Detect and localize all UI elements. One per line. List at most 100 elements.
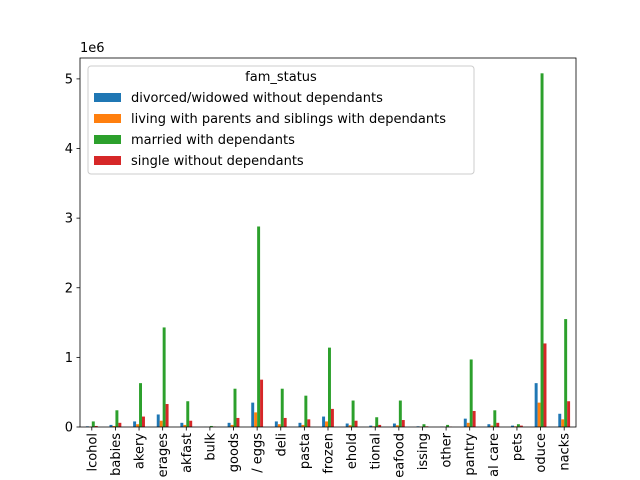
- bar-2-0: [91, 421, 95, 427]
- legend-label-0: divorced/widowed without dependants: [131, 91, 383, 106]
- bar-2-4: [186, 401, 190, 427]
- x-tick-label-5: bulk: [203, 433, 218, 461]
- bar-0-12: [369, 425, 373, 427]
- y-tick-label-3: 3: [65, 212, 73, 227]
- bar-1-8: [277, 424, 281, 427]
- bar-0-3: [156, 414, 160, 427]
- bar-0-9: [298, 422, 302, 427]
- bar-3-10: [330, 408, 334, 427]
- y-axis-ticks: 0 1 2 3 4 5: [65, 72, 80, 436]
- y-tick-label-1: 1: [65, 351, 73, 366]
- legend-label-2: married with dependants: [131, 133, 295, 148]
- bar-0-2: [133, 421, 137, 427]
- bar-2-7: [257, 226, 261, 427]
- bar-0-4: [180, 422, 184, 427]
- bar-3-2: [142, 416, 145, 427]
- x-tick-label-8: deli: [274, 433, 289, 456]
- bar-1-9: [301, 424, 305, 427]
- bar-0-1: [109, 424, 113, 427]
- x-tick-label-14: issing: [416, 433, 431, 470]
- bar-0-13: [392, 423, 396, 427]
- bar-2-19: [540, 73, 544, 427]
- bar-3-13: [401, 420, 405, 427]
- bar-3-16: [472, 410, 476, 427]
- bar-3-9: [307, 419, 311, 427]
- bar-1-20: [561, 419, 565, 427]
- bar-0-19: [534, 383, 538, 427]
- bar-2-10: [328, 347, 331, 427]
- y-scale-label: 1e6: [80, 41, 105, 56]
- bar-2-3: [162, 327, 166, 427]
- bar-3-1: [118, 422, 122, 427]
- x-tick-label-6: goods: [227, 433, 242, 472]
- bar-2-13: [398, 400, 402, 427]
- bar-2-9: [304, 395, 308, 427]
- bar-1-17: [490, 425, 494, 427]
- x-tick-label-19: oduce: [534, 433, 549, 473]
- x-tick-label-3: erages: [156, 433, 171, 478]
- bar-2-12: [375, 417, 379, 427]
- bar-3-3: [165, 404, 169, 427]
- bar-layer: [85, 73, 571, 427]
- bar-2-18: [516, 424, 520, 427]
- legend-label-1: living with parents and siblings with de…: [131, 112, 446, 127]
- bar-3-20: [567, 401, 571, 427]
- x-tick-label-4: akfast: [180, 433, 195, 473]
- bar-1-10: [325, 421, 328, 427]
- bar-2-20: [564, 319, 568, 427]
- bar-1-1: [112, 425, 116, 427]
- x-tick-label-18: pets: [510, 433, 525, 461]
- x-tick-label-13: eafood: [392, 433, 407, 478]
- bar-2-1: [115, 410, 119, 427]
- bar-3-6: [236, 417, 240, 427]
- legend-title: fam_status: [245, 70, 317, 85]
- bar-2-17: [493, 410, 497, 427]
- bar-3-19: [543, 343, 547, 427]
- bar-2-16: [469, 359, 473, 427]
- legend-box: [87, 65, 475, 175]
- bar-1-11: [348, 425, 352, 427]
- bar-0-18: [511, 425, 514, 427]
- x-tick-label-1: babies: [109, 433, 124, 476]
- y-tick-label-4: 4: [65, 142, 73, 157]
- x-tick-label-11: ehold: [345, 433, 360, 469]
- bar-1-16: [466, 422, 470, 427]
- bar-0-11: [345, 423, 349, 427]
- x-tick-label-2: akery: [133, 433, 148, 469]
- legend-swatch-1: [94, 114, 121, 123]
- y-tick-label-2: 2: [65, 281, 73, 296]
- bar-1-3: [159, 420, 163, 427]
- bar-2-11: [351, 400, 355, 427]
- bar-0-7: [251, 402, 255, 427]
- x-tick-label-10: frozen: [322, 433, 337, 474]
- bar-1-6: [230, 424, 234, 427]
- bar-0-17: [487, 424, 491, 427]
- bar-0-6: [227, 422, 231, 427]
- bar-0-10: [322, 416, 326, 427]
- bar-3-7: [260, 379, 264, 427]
- y-tick-label-5: 5: [65, 72, 73, 87]
- bar-3-4: [189, 420, 193, 427]
- bar-3-18: [519, 425, 523, 427]
- y-tick-label-0: 0: [65, 421, 73, 436]
- x-tick-label-17: al care: [487, 433, 502, 477]
- x-tick-label-12: tional: [369, 433, 384, 469]
- bar-2-5: [209, 425, 213, 427]
- x-tick-label-9: pasta: [298, 433, 313, 469]
- legend-swatch-2: [94, 135, 121, 144]
- bar-3-11: [354, 420, 358, 427]
- bar-3-17: [496, 422, 500, 427]
- plot-frame: [79, 57, 577, 428]
- bar-1-4: [183, 424, 187, 427]
- x-tick-label-16: pantry: [463, 433, 478, 476]
- bar-2-14: [422, 424, 426, 427]
- x-axis-ticks: lcohol babies akery erages akfast bulk goods / …: [85, 427, 573, 478]
- bar-1-13: [395, 425, 399, 427]
- bar-1-7: [254, 412, 258, 427]
- bar-2-8: [280, 388, 284, 427]
- bar-3-8: [283, 417, 287, 427]
- bar-2-2: [139, 383, 142, 427]
- bar-0-8: [274, 421, 278, 427]
- legend: fam_status divorced/widowed without depen…: [87, 65, 475, 175]
